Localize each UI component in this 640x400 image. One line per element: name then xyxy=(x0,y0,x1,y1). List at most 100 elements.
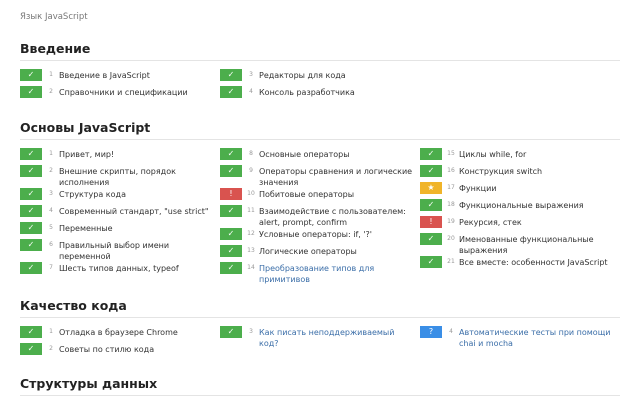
lesson-item[interactable]: 4 Консоль разработчика xyxy=(220,86,420,103)
lesson-item[interactable]: 13 Логические операторы xyxy=(220,245,420,262)
lesson-item[interactable]: 1 Привет, мир! xyxy=(20,148,220,165)
lesson-link[interactable]: Советы по стилю кода xyxy=(59,345,155,354)
lesson-number: 3 xyxy=(249,71,253,78)
lesson-item[interactable]: 3 Структура кода xyxy=(20,188,220,205)
lesson-item[interactable]: 5 Переменные xyxy=(20,222,220,239)
lesson-item[interactable]: 10 Побитовые операторы xyxy=(220,188,420,205)
status-icon xyxy=(20,148,42,160)
status-icon xyxy=(220,262,242,274)
section-title: Качество кода xyxy=(20,298,620,318)
lesson-column: 8 Основные операторы 9 Операторы сравнения … xyxy=(220,148,420,285)
lesson-link[interactable]: Правильный выбор имени переменной xyxy=(59,241,170,261)
lesson-link[interactable]: Операторы сравнения и логические значени… xyxy=(259,167,413,187)
lesson-columns: 1 Введение в JavaScript 2 Справочники и спе… xyxy=(20,69,620,103)
lesson-link[interactable]: Шесть типов данных, typeof xyxy=(59,264,179,273)
lesson-item[interactable]: 2 Советы по стилю кода xyxy=(20,343,220,360)
lesson-item[interactable]: 4 Автоматические тесты при помощи chai и … xyxy=(420,326,620,349)
lesson-number: 18 xyxy=(447,201,455,208)
lesson-item[interactable]: 11 Взаимодействие с пользователем: alert,… xyxy=(220,205,420,228)
lesson-item[interactable]: 7 Шесть типов данных, typeof xyxy=(20,262,220,279)
lesson-number: 15 xyxy=(447,150,455,157)
lesson-number: 16 xyxy=(447,167,455,174)
lesson-item[interactable]: 21 Все вместе: особенности JavaScript xyxy=(420,256,620,273)
status-icon xyxy=(420,182,442,194)
lesson-link[interactable]: Справочники и спецификации xyxy=(59,88,188,97)
lesson-item[interactable]: 6 Правильный выбор имени переменной xyxy=(20,239,220,262)
lesson-link[interactable]: Автоматические тесты при помощи chai и m… xyxy=(459,328,611,348)
lesson-item[interactable]: 19 Рекурсия, стек xyxy=(420,216,620,233)
lesson-link[interactable]: Отладка в браузере Chrome xyxy=(59,328,178,337)
lesson-link[interactable]: Переменные xyxy=(59,224,113,233)
section-title: Основы JavaScript xyxy=(20,120,620,140)
lesson-item[interactable]: 9 Операторы сравнения и логические значен… xyxy=(220,165,420,188)
lesson-link[interactable]: Основные операторы xyxy=(259,150,350,159)
lesson-column: 15 Циклы while, for 16 Конструкция switch 17… xyxy=(420,148,620,285)
lesson-item[interactable]: 17 Функции xyxy=(420,182,620,199)
lesson-link[interactable]: Как писать неподдерживаемый код? xyxy=(259,328,395,348)
lesson-item[interactable]: 12 Условные операторы: if, '?' xyxy=(220,228,420,245)
status-icon xyxy=(20,69,42,81)
lesson-item[interactable]: 18 Функциональные выражения xyxy=(420,199,620,216)
lesson-link[interactable]: Функциональные выражения xyxy=(459,201,584,210)
status-icon xyxy=(20,239,42,251)
section: Качество кода 1 Отладка в браузере Chrome 2… xyxy=(20,298,620,360)
status-icon xyxy=(420,199,442,211)
lesson-link[interactable]: Консоль разработчика xyxy=(259,88,355,97)
lesson-link[interactable]: Побитовые операторы xyxy=(259,190,355,199)
lesson-column: 3 Редакторы для кода 4 Консоль разработчика xyxy=(220,69,420,103)
breadcrumb[interactable]: Язык JavaScript xyxy=(20,12,88,22)
lesson-link[interactable]: Внешние скрипты, порядок исполнения xyxy=(59,167,176,187)
lesson-link[interactable]: Рекурсия, стек xyxy=(459,218,522,227)
lesson-link[interactable]: Циклы while, for xyxy=(459,150,527,159)
lesson-link[interactable]: Введение в JavaScript xyxy=(59,71,150,80)
status-icon xyxy=(420,216,442,228)
lesson-number: 20 xyxy=(447,235,455,242)
status-icon xyxy=(220,228,242,240)
lesson-item[interactable]: 2 Справочники и спецификации xyxy=(20,86,220,103)
lesson-item[interactable]: 8 Основные операторы xyxy=(220,148,420,165)
lesson-link[interactable]: Логические операторы xyxy=(259,247,357,256)
lesson-link[interactable]: Преобразование типов для примитивов xyxy=(259,264,375,284)
lesson-item[interactable]: 1 Введение в JavaScript xyxy=(20,69,220,86)
lesson-link[interactable]: Условные операторы: if, '?' xyxy=(259,230,372,239)
lesson-number: 19 xyxy=(447,218,455,225)
status-icon xyxy=(20,165,42,177)
lesson-link[interactable]: Редакторы для кода xyxy=(259,71,346,80)
lesson-number: 14 xyxy=(247,264,255,271)
section-title: Структуры данных xyxy=(20,376,620,396)
lesson-link[interactable]: Привет, мир! xyxy=(59,150,115,159)
lesson-item[interactable]: 3 Редакторы для кода xyxy=(220,69,420,86)
status-icon xyxy=(220,326,242,338)
lesson-item[interactable]: 4 Современный стандарт, "use strict" xyxy=(20,205,220,222)
lesson-item[interactable]: 3 Как писать неподдерживаемый код? xyxy=(220,326,420,349)
lesson-number: 10 xyxy=(247,190,255,197)
lesson-column: 1 Введение в JavaScript 2 Справочники и спе… xyxy=(20,69,220,103)
lesson-item[interactable]: 2 Внешние скрипты, порядок исполнения xyxy=(20,165,220,188)
lesson-link[interactable]: Современный стандарт, "use strict" xyxy=(59,207,209,216)
lesson-link[interactable]: Структура кода xyxy=(59,190,126,199)
lesson-number: 3 xyxy=(249,328,253,335)
lesson-item[interactable]: 20 Именованные функциональные выражения xyxy=(420,233,620,256)
lesson-item[interactable]: 16 Конструкция switch xyxy=(420,165,620,182)
lesson-link[interactable]: Взаимодействие с пользователем: alert, p… xyxy=(259,207,406,227)
status-icon xyxy=(220,69,242,81)
lesson-number: 7 xyxy=(49,264,53,271)
lesson-number: 13 xyxy=(247,247,255,254)
lesson-link[interactable]: Все вместе: особенности JavaScript xyxy=(459,258,608,267)
status-icon xyxy=(20,188,42,200)
lesson-link[interactable]: Именованные функциональные выражения xyxy=(459,235,594,255)
lesson-column: 1 Привет, мир! 2 Внешние скрипты, порядок и… xyxy=(20,148,220,285)
status-icon xyxy=(220,205,242,217)
section: Структуры данных xyxy=(20,376,620,396)
status-icon xyxy=(220,165,242,177)
lesson-link[interactable]: Функции xyxy=(459,184,497,193)
lesson-item[interactable]: 1 Отладка в браузере Chrome xyxy=(20,326,220,343)
status-icon xyxy=(20,326,42,338)
status-icon xyxy=(220,188,242,200)
lesson-item[interactable]: 15 Циклы while, for xyxy=(420,148,620,165)
lesson-columns: 1 Отладка в браузере Chrome 2 Советы по сти… xyxy=(20,326,620,360)
lesson-link[interactable]: Конструкция switch xyxy=(459,167,543,176)
status-icon xyxy=(220,245,242,257)
lesson-item[interactable]: 14 Преобразование типов для примитивов xyxy=(220,262,420,285)
